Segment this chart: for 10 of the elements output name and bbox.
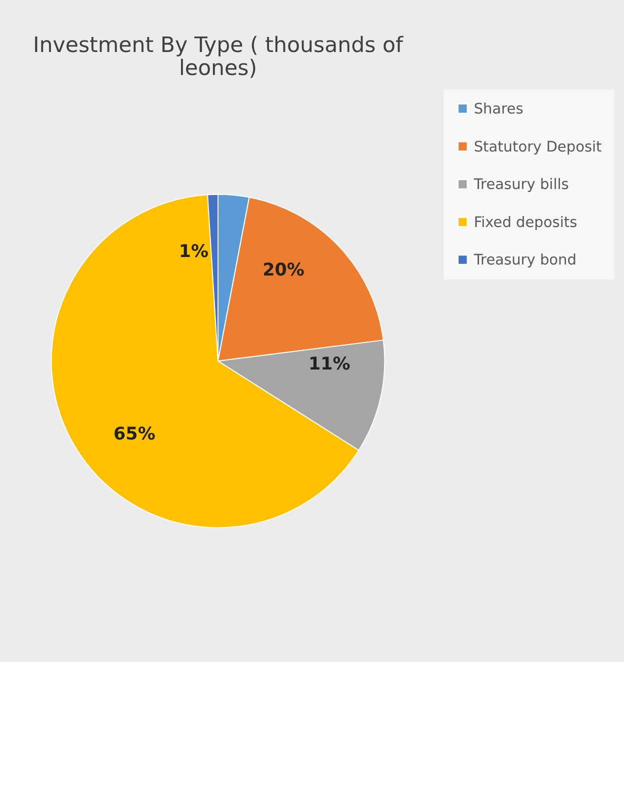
chart-title: Investment By Type ( thousands of leones) <box>32 32 404 82</box>
data-label: 1% <box>178 242 209 262</box>
legend-label: Statutory Deposit <box>474 139 602 156</box>
data-label: 65% <box>114 424 156 445</box>
data-label: 11% <box>308 354 350 374</box>
legend-label: Treasury bond <box>472 252 576 269</box>
legend-label: Treasury bills <box>472 177 569 194</box>
legend-label: Fixed deposits <box>474 214 578 231</box>
legend-label: Shares <box>474 101 524 118</box>
data-label: 20% <box>262 260 304 281</box>
